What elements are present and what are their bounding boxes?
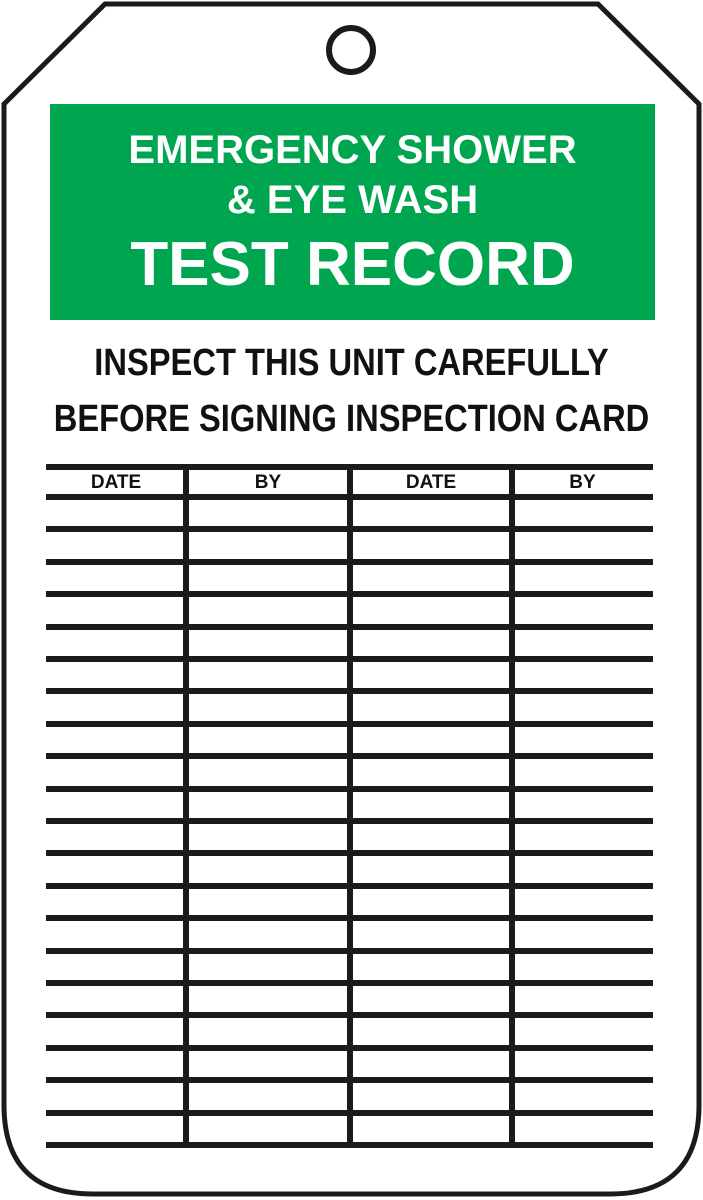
table-row [46,954,653,980]
banner-title: TEST RECORD [130,230,575,299]
column-divider [509,467,515,1148]
table-row [46,1083,653,1109]
table-row [46,1116,653,1142]
table-row [46,500,653,526]
column-divider [347,467,353,1148]
header-banner: EMERGENCY SHOWER & EYE WASH TEST RECORD [50,104,655,320]
table-row [46,727,653,753]
table-row [46,921,653,947]
table-row [46,630,653,656]
column-header-date: DATE [405,472,457,493]
instruction-line-1: INSPECT THIS UNIT CAREFULLY [94,342,609,384]
table-row [46,1018,653,1044]
table-row [46,1051,653,1077]
table-row [46,532,653,558]
table-row [46,565,653,591]
table-row [46,986,653,1012]
table-row [46,759,653,785]
grommet-hole [326,25,376,75]
table-row [46,824,653,850]
banner-line-1: EMERGENCY SHOWER [128,128,577,172]
table-row [46,856,653,882]
instruction-line-2: BEFORE SIGNING INSPECTION CARD [53,398,650,440]
table-row [46,889,653,915]
column-header-date: DATE [90,472,142,493]
column-header-by: BY [254,472,282,493]
column-header-by: BY [569,472,596,493]
table-row [46,694,653,720]
column-divider [183,467,189,1148]
table-row [46,662,653,688]
inspection-record-table: DATE BY DATE BY [46,464,653,1148]
table-row [46,792,653,818]
banner-line-2: & EYE WASH [226,178,479,222]
table-row [46,597,653,623]
